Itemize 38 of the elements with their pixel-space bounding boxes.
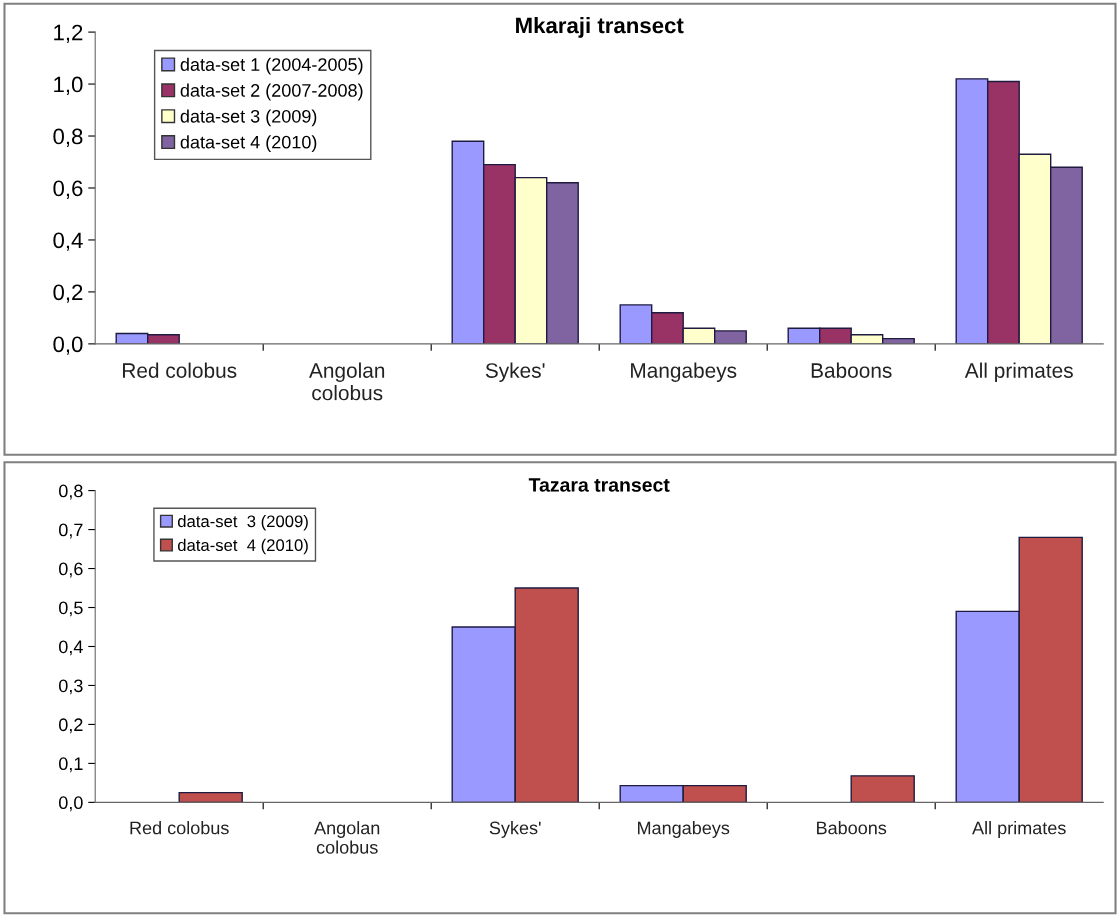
x-tick-label: All primates (972, 821, 1066, 838)
x-tick-label: Angolan colobus (314, 821, 380, 854)
y-tick-label: 0,8 (53, 128, 83, 147)
y-tick-label: 0,6 (53, 180, 83, 199)
x-tick-label: Red colobus (130, 821, 229, 835)
legend-label: data-set 4 (2010) (177, 538, 308, 555)
y-tick-label: 0,8 (59, 484, 83, 500)
legend-label: data-set 3 (2009) (177, 514, 308, 531)
y-tick-label: 1,2 (54, 24, 83, 43)
y-tick-label: 0,0 (53, 336, 83, 355)
y-tick-label: 0,0 (59, 796, 83, 812)
y-tick-label: 0,4 (59, 640, 83, 656)
bar (850, 775, 915, 803)
x-tick-label: Baboons (817, 821, 887, 835)
y-tick-label: 0,5 (59, 601, 83, 617)
chart-title: Tazara transect (528, 478, 670, 492)
x-tick-label: All primates (964, 362, 1073, 382)
x-tick-label: Mangabeys (638, 821, 730, 838)
y-tick-label: 0,4 (53, 232, 83, 251)
x-tick-label: Mangabeys (631, 362, 737, 382)
y-tick-label: 0,3 (59, 679, 83, 695)
x-tick-label: Sykes' (489, 821, 541, 838)
y-tick-label: 1,0 (54, 76, 83, 95)
y-tick-label: 0,2 (59, 718, 83, 734)
legend-label: data-set 1 (2004-2005) (180, 57, 363, 75)
y-tick-label: 0,7 (59, 523, 83, 539)
legend-label: data-set 2 (2007-2008) (180, 83, 363, 101)
x-tick-label: Sykes' (485, 362, 545, 382)
bar (178, 791, 243, 803)
x-tick-label: Red colobus (123, 362, 237, 378)
y-tick-label: 0,6 (59, 562, 83, 578)
legend-label: data-set 3 (2009) (180, 109, 317, 127)
legend-label: data-set 4 (2010) (180, 135, 317, 153)
chart-title: Mkaraji transect (516, 17, 684, 38)
x-tick-label: Angolan colobus (309, 362, 385, 401)
y-tick-label: 0,1 (59, 757, 83, 773)
x-tick-label: Baboons (811, 362, 892, 378)
y-tick-label: 0,2 (53, 284, 83, 303)
